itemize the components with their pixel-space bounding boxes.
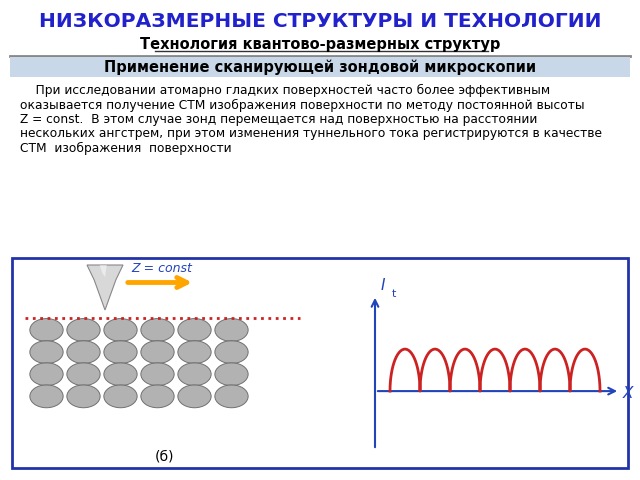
FancyBboxPatch shape [12, 258, 628, 468]
Ellipse shape [141, 363, 174, 385]
Polygon shape [100, 265, 107, 277]
Text: НИЗКОРАЗМЕРНЫЕ СТРУКТУРЫ И ТЕХНОЛОГИИ: НИЗКОРАЗМЕРНЫЕ СТРУКТУРЫ И ТЕХНОЛОГИИ [39, 12, 601, 31]
Ellipse shape [215, 319, 248, 341]
Ellipse shape [215, 341, 248, 363]
Ellipse shape [67, 319, 100, 341]
Text: (б): (б) [156, 449, 175, 463]
Ellipse shape [67, 385, 100, 408]
Ellipse shape [104, 341, 137, 363]
Ellipse shape [141, 319, 174, 341]
Ellipse shape [178, 363, 211, 385]
Ellipse shape [30, 319, 63, 341]
Ellipse shape [67, 363, 100, 385]
Ellipse shape [178, 319, 211, 341]
Text: При исследовании атомарно гладких поверхностей часто более эффективным: При исследовании атомарно гладких поверх… [20, 84, 550, 97]
Ellipse shape [178, 385, 211, 408]
Ellipse shape [141, 341, 174, 363]
Ellipse shape [30, 341, 63, 363]
Text: Технология квантово-размерных структур: Технология квантово-размерных структур [140, 37, 500, 52]
FancyBboxPatch shape [10, 57, 630, 77]
Text: Z = const.  В этом случае зонд перемещается над поверхностью на расстоянии: Z = const. В этом случае зонд перемещает… [20, 113, 538, 126]
Text: СТМ  изображения  поверхности: СТМ изображения поверхности [20, 142, 232, 155]
Ellipse shape [30, 385, 63, 408]
Ellipse shape [215, 385, 248, 408]
Text: I: I [381, 278, 385, 293]
Text: оказывается получение СТМ изображения поверхности по методу постоянной высоты: оказывается получение СТМ изображения по… [20, 98, 584, 111]
Ellipse shape [215, 363, 248, 385]
Ellipse shape [104, 385, 137, 408]
Text: t: t [392, 289, 396, 299]
Polygon shape [87, 265, 123, 310]
Text: X: X [623, 386, 634, 401]
Ellipse shape [141, 385, 174, 408]
Ellipse shape [67, 341, 100, 363]
Text: Применение сканирующей зондовой микроскопии: Применение сканирующей зондовой микроско… [104, 59, 536, 75]
Text: нескольких ангстрем, при этом изменения туннельного тока регистрируются в качест: нескольких ангстрем, при этом изменения … [20, 128, 602, 141]
Text: Z = const: Z = const [131, 262, 192, 275]
Ellipse shape [104, 319, 137, 341]
Ellipse shape [104, 363, 137, 385]
Ellipse shape [30, 363, 63, 385]
Ellipse shape [178, 341, 211, 363]
